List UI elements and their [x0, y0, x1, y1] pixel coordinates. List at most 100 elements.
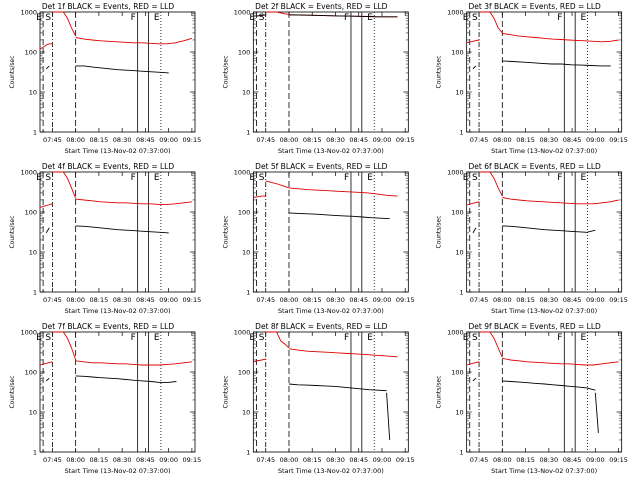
event-marker-label: E [36, 13, 42, 23]
chart-title: Det 4f BLACK = Events, RED = LLD [42, 162, 175, 171]
chart-panel-3: Det 3f BLACK = Events, RED = LLD Counts/s… [436, 2, 628, 155]
series-lld-line [39, 361, 53, 366]
x-tick-label: 07:45 [256, 296, 275, 304]
y-axis-label: Counts/sec [222, 375, 229, 408]
series-events-line [45, 65, 50, 70]
chart-panel-1: Det 1f BLACK = Events, RED = LLD Counts/s… [9, 2, 201, 155]
x-tick-label: 09:15 [609, 296, 628, 304]
event-marker-label: S [259, 13, 265, 23]
series-lld-line [39, 203, 53, 208]
x-tick-label: 09:15 [396, 456, 415, 464]
series-lld-line [502, 357, 619, 366]
x-tick-label: 09:00 [159, 136, 178, 144]
x-tick-label: 07:45 [470, 296, 489, 304]
x-tick-label: 08:45 [136, 456, 155, 464]
x-axis-label: Start Time (13-Nov-02 07:37:00) [65, 147, 171, 155]
chart-title: Det 6f BLACK = Events, RED = LLD [469, 162, 602, 171]
y-axis-label: Counts/sec [9, 375, 16, 408]
series-events-line [472, 227, 477, 234]
chart-title: Det 9f BLACK = Events, RED = LLD [469, 322, 602, 331]
y-axis-label: Counts/sec [436, 215, 443, 248]
series-events-line [502, 60, 611, 67]
event-marker-label: S [45, 333, 51, 343]
x-tick-label: 08:00 [66, 456, 85, 464]
series-lld-line [502, 33, 619, 43]
y-tick-label: 1 [246, 449, 250, 457]
chart-title: Det 2f BLACK = Events, RED = LLD [255, 2, 388, 11]
chart-title: Det 7f BLACK = Events, RED = LLD [42, 322, 175, 331]
x-tick-label: 08:45 [136, 136, 155, 144]
chart-panel-8: Det 8f BLACK = Events, RED = LLD Counts/s… [222, 322, 414, 475]
y-tick-label: 1000 [234, 329, 251, 337]
event-marker-label: E [154, 13, 160, 23]
y-tick-label: 10 [29, 409, 37, 417]
x-tick-label: 08:30 [113, 456, 132, 464]
x-tick-label: 09:15 [183, 456, 202, 464]
y-tick-label: 100 [451, 209, 463, 217]
y-tick-label: 1 [246, 129, 250, 137]
series-lld-line [288, 348, 398, 358]
series-lld-line [253, 195, 266, 198]
plot-frame [466, 11, 623, 133]
series-lld-line [276, 331, 290, 349]
series-lld-line [62, 171, 77, 199]
y-tick-label: 1000 [234, 9, 251, 17]
event-marker-label: E [249, 13, 255, 23]
x-tick-label: 08:45 [349, 456, 368, 464]
x-axis-label: Start Time (13-Nov-02 07:37:00) [491, 467, 597, 475]
x-tick-label: 08:15 [90, 296, 109, 304]
series-lld-line [466, 361, 480, 366]
y-tick-label: 100 [25, 369, 37, 377]
chart-panel-4: Det 4f BLACK = Events, RED = LLD Counts/s… [9, 162, 201, 315]
y-tick-label: 1000 [447, 169, 464, 177]
series-events-line [594, 392, 599, 433]
series-lld-line [75, 198, 192, 205]
series-lld-line [62, 11, 77, 37]
event-marker-label: F [557, 333, 562, 343]
plot-frame [39, 11, 196, 133]
series-events-line [288, 212, 390, 220]
y-tick-label: 1 [246, 289, 250, 297]
event-marker-label: S [45, 173, 51, 183]
x-tick-label: 07:45 [256, 456, 275, 464]
y-axis-label: Counts/sec [436, 375, 443, 408]
event-marker-label: E [154, 173, 160, 183]
event-marker-label: F [344, 173, 349, 183]
x-tick-label: 08:15 [516, 136, 535, 144]
y-tick-label: 1 [460, 129, 464, 137]
y-tick-label: 100 [238, 49, 250, 57]
y-tick-label: 1000 [20, 169, 37, 177]
x-tick-label: 08:00 [493, 136, 512, 144]
event-marker-label: E [367, 333, 373, 343]
series-lld-line [489, 171, 503, 197]
x-tick-label: 09:15 [183, 136, 202, 144]
x-tick-label: 09:00 [586, 456, 605, 464]
plot-frame [39, 171, 196, 293]
x-tick-label: 09:00 [159, 296, 178, 304]
series-lld-line [75, 360, 192, 366]
event-marker-label: E [367, 13, 373, 23]
y-tick-label: 100 [25, 209, 37, 217]
y-tick-label: 10 [242, 249, 250, 257]
x-tick-label: 08:30 [539, 136, 558, 144]
event-marker-label: F [131, 13, 136, 23]
series-events-line [472, 377, 477, 382]
series-events-line [45, 227, 50, 234]
event-marker-label: E [367, 173, 373, 183]
x-tick-label: 09:15 [609, 136, 628, 144]
event-marker-label: E [463, 173, 469, 183]
y-tick-label: 1000 [20, 9, 37, 17]
x-tick-label: 08:15 [516, 296, 535, 304]
series-events-line [502, 225, 596, 233]
x-tick-label: 08:00 [280, 296, 299, 304]
event-marker-label: F [344, 333, 349, 343]
chart-panel-2: Det 2f BLACK = Events, RED = LLD Counts/s… [222, 2, 414, 155]
series-lld-line [288, 187, 398, 197]
event-marker-label: S [259, 173, 265, 183]
y-axis-label: Counts/sec [222, 55, 229, 88]
x-tick-label: 09:00 [586, 296, 605, 304]
y-tick-label: 10 [242, 89, 250, 97]
series-lld-line [253, 358, 266, 363]
x-tick-label: 09:00 [373, 136, 392, 144]
